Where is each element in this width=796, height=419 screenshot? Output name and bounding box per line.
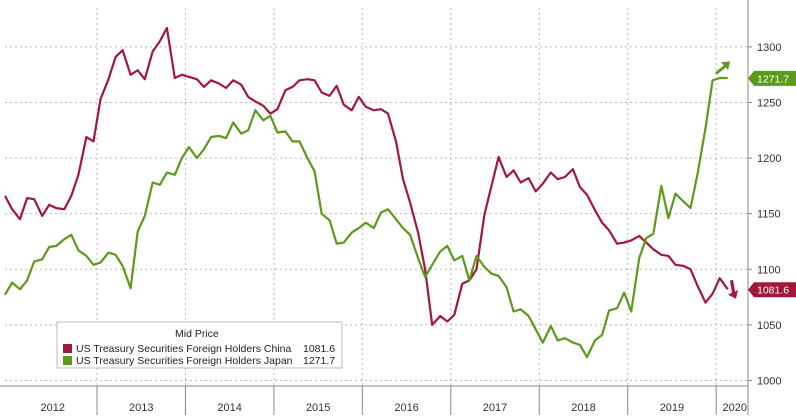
y-tick-label-1100: 1100 bbox=[757, 264, 781, 276]
trend-arrow-up-icon bbox=[715, 61, 730, 75]
x-tick-label-2014: 2014 bbox=[217, 402, 241, 414]
legend-swatch-japan bbox=[63, 356, 72, 365]
legend-title: Mid Price bbox=[175, 328, 219, 340]
y-tick-label-1250: 1250 bbox=[757, 98, 781, 110]
legend-value-china: 1081.6 bbox=[303, 343, 335, 355]
legend-value-japan: 1271.7 bbox=[303, 355, 335, 367]
chart-legend: Mid Price US Treasury Securities Foreign… bbox=[56, 321, 343, 369]
legend-label-japan: US Treasury Securities Foreign Holders J… bbox=[76, 355, 293, 367]
x-tick-label-2020: 2020 bbox=[722, 402, 746, 414]
y-tick-label-1150: 1150 bbox=[757, 209, 781, 221]
y-tick-label-1050: 1050 bbox=[757, 320, 781, 332]
y-tick-label-1000: 1000 bbox=[757, 375, 781, 387]
last-value-badge-china bbox=[748, 282, 796, 298]
x-tick-label-2018: 2018 bbox=[571, 402, 595, 414]
x-tick-label-2017: 2017 bbox=[483, 402, 507, 414]
last-value-markers: 1081.6 1271.7 bbox=[715, 61, 796, 299]
last-value-label-japan: 1271.7 bbox=[757, 73, 789, 85]
series-line-japan bbox=[4, 76, 728, 359]
legend-swatch-china bbox=[63, 344, 72, 353]
legend-box bbox=[56, 321, 343, 369]
axes: 1000 1050 1100 1150 1200 1250 1300 2012 2013 2014… bbox=[0, 0, 781, 415]
x-tick-label-2019: 2019 bbox=[660, 402, 684, 414]
x-tick-label-2016: 2016 bbox=[394, 402, 418, 414]
last-value-label-china: 1081.6 bbox=[757, 285, 789, 297]
x-tick-label-2013: 2013 bbox=[129, 402, 153, 414]
last-value-marker-japan: 1271.7 bbox=[715, 61, 796, 86]
series-lines bbox=[4, 26, 729, 359]
x-tick-label-2012: 2012 bbox=[41, 402, 65, 414]
series-line-china bbox=[4, 26, 729, 326]
last-value-badge-japan bbox=[748, 70, 796, 86]
trend-arrow-down-icon bbox=[728, 279, 738, 299]
y-tick-label-1200: 1200 bbox=[757, 153, 781, 165]
x-tick-label-2015: 2015 bbox=[306, 402, 330, 414]
legend-label-china: US Treasury Securities Foreign Holders C… bbox=[76, 343, 291, 355]
last-value-marker-china: 1081.6 bbox=[728, 279, 796, 299]
y-tick-label-1300: 1300 bbox=[757, 42, 781, 54]
